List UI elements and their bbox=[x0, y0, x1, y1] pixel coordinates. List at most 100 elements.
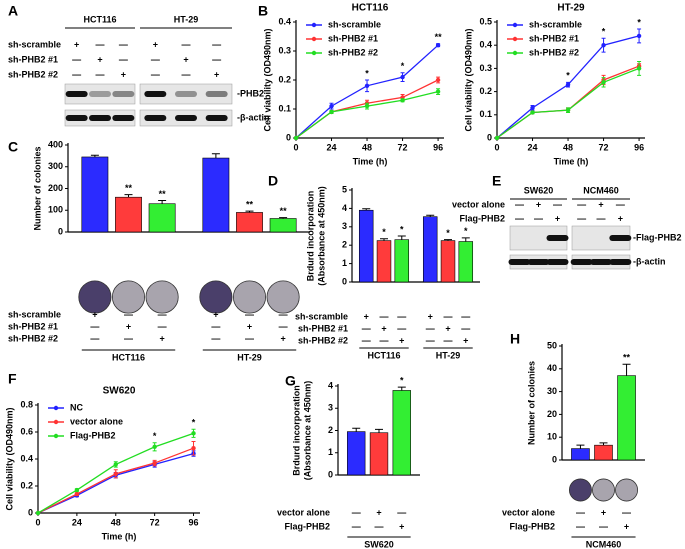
condition-mark: — bbox=[515, 213, 524, 223]
error-bar bbox=[375, 428, 383, 433]
blot-band bbox=[609, 235, 632, 241]
y-tick-label: 2 bbox=[328, 425, 333, 435]
band-label: -Flag-PHB2 bbox=[633, 232, 682, 242]
error-bar bbox=[426, 214, 435, 217]
data-point bbox=[293, 135, 299, 141]
condition-mark: + bbox=[463, 335, 468, 345]
error-bar bbox=[461, 237, 470, 242]
condition-mark: — bbox=[444, 311, 453, 321]
blot-band bbox=[527, 259, 550, 265]
y-tick-label: 1 bbox=[342, 258, 347, 268]
condition-mark: — bbox=[124, 333, 133, 343]
blot-band bbox=[65, 115, 88, 121]
condition-mark: — bbox=[72, 69, 81, 79]
legend-label: sh-scramble bbox=[529, 19, 582, 29]
condition-mark: — bbox=[182, 39, 191, 49]
y-axis-label: Cell viability (OD490nm) bbox=[463, 28, 473, 131]
bar bbox=[594, 444, 613, 461]
data-point bbox=[435, 43, 441, 48]
condition-mark: + bbox=[624, 521, 629, 531]
data-point bbox=[113, 471, 118, 477]
condition-mark: + bbox=[536, 199, 541, 209]
y-tick-label: 0.4 bbox=[479, 40, 492, 50]
data-point bbox=[191, 446, 196, 451]
bar bbox=[269, 218, 297, 233]
condition-mark: — bbox=[279, 309, 288, 319]
colony-dish bbox=[615, 478, 639, 502]
y-tick-label: 300 bbox=[48, 161, 63, 171]
panel-label: B bbox=[258, 3, 268, 19]
condition-label: Flag-PHB2 bbox=[284, 521, 330, 531]
significance-label: * bbox=[446, 228, 450, 238]
chart-title: HCT116 bbox=[352, 3, 389, 14]
legend-marker bbox=[53, 419, 59, 425]
condition-mark: — bbox=[90, 333, 99, 343]
legend-label: sh-PHB2 #1 bbox=[529, 33, 579, 43]
condition-label: sh-PHB2 #2 bbox=[8, 333, 58, 343]
cell-line-label: SW620 bbox=[524, 185, 554, 195]
bar bbox=[236, 212, 263, 233]
x-tick-label: 24 bbox=[528, 142, 538, 152]
condition-mark: + bbox=[428, 311, 433, 321]
condition-mark: + bbox=[213, 309, 218, 319]
y-tick-label: 0.2 bbox=[20, 480, 33, 490]
series-line bbox=[295, 90, 439, 139]
condition-mark: + bbox=[618, 213, 623, 223]
data-point bbox=[329, 109, 334, 115]
bar bbox=[392, 390, 411, 476]
significance-label: * bbox=[365, 68, 369, 78]
significance-label: * bbox=[602, 27, 606, 37]
blot-band bbox=[508, 259, 531, 265]
blot-band bbox=[144, 115, 167, 121]
colony-dish bbox=[568, 478, 592, 502]
legend-label: sh-scramble bbox=[328, 19, 381, 29]
bar bbox=[394, 239, 410, 283]
y-tick-label: 4 bbox=[328, 380, 333, 390]
y-tick-label: 0.5 bbox=[479, 16, 492, 26]
cell-line-label: HT-29 bbox=[174, 14, 199, 24]
significance-label: * bbox=[464, 226, 468, 236]
significance-label: ** bbox=[159, 189, 167, 199]
x-tick-label: 0 bbox=[494, 142, 499, 152]
condition-mark: + bbox=[183, 54, 188, 64]
group-label: HT-29 bbox=[237, 352, 262, 362]
x-tick-label: 0 bbox=[35, 517, 40, 527]
legend-label: Flag-PHB2 bbox=[70, 430, 116, 440]
condition-mark: — bbox=[119, 39, 128, 49]
condition-mark: — bbox=[352, 521, 361, 531]
y-tick-label: 0 bbox=[328, 469, 333, 479]
error-bar bbox=[622, 363, 631, 376]
x-tick-label: 48 bbox=[563, 142, 573, 152]
y-tick-label: 0.4 bbox=[278, 16, 291, 26]
chart-title: HT-29 bbox=[557, 3, 585, 14]
condition-mark: — bbox=[380, 335, 389, 345]
legend-marker bbox=[311, 22, 317, 28]
condition-label: sh-PHB2 #2 bbox=[8, 69, 58, 79]
bar bbox=[422, 216, 438, 283]
condition-mark: + bbox=[74, 39, 79, 49]
condition-mark: — bbox=[622, 507, 631, 517]
condition-label: sh-scramble bbox=[8, 309, 61, 319]
band-label: -PHB2 bbox=[237, 88, 264, 98]
condition-mark: — bbox=[151, 69, 160, 79]
x-tick-label: 24 bbox=[327, 142, 337, 152]
data-point bbox=[565, 82, 571, 87]
y-tick-label: 0.3 bbox=[278, 45, 291, 55]
condition-mark: — bbox=[158, 309, 167, 319]
condition-mark: + bbox=[399, 521, 404, 531]
x-axis-label: Time (h) bbox=[353, 156, 388, 166]
blot-band bbox=[546, 259, 569, 265]
condition-mark: + bbox=[214, 69, 219, 79]
y-tick-label: 400 bbox=[48, 139, 63, 149]
y-tick-label: 10 bbox=[547, 432, 557, 442]
y-tick-label: 5 bbox=[342, 184, 347, 194]
legend-label: sh-PHB2 #2 bbox=[328, 47, 378, 57]
blot-band bbox=[175, 91, 197, 97]
error-bar bbox=[576, 444, 585, 449]
significance-label: * bbox=[153, 431, 157, 441]
significance-label: ** bbox=[280, 206, 288, 216]
y-tick-label: 0 bbox=[552, 454, 557, 464]
legend-label: vector alone bbox=[70, 416, 123, 426]
data-point bbox=[435, 77, 441, 83]
y-tick-label: 0.8 bbox=[20, 399, 33, 409]
